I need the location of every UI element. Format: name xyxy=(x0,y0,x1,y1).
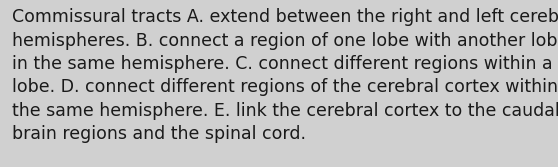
Text: Commissural tracts A. extend between the right and left cerebral
hemispheres. B.: Commissural tracts A. extend between the… xyxy=(12,8,558,143)
